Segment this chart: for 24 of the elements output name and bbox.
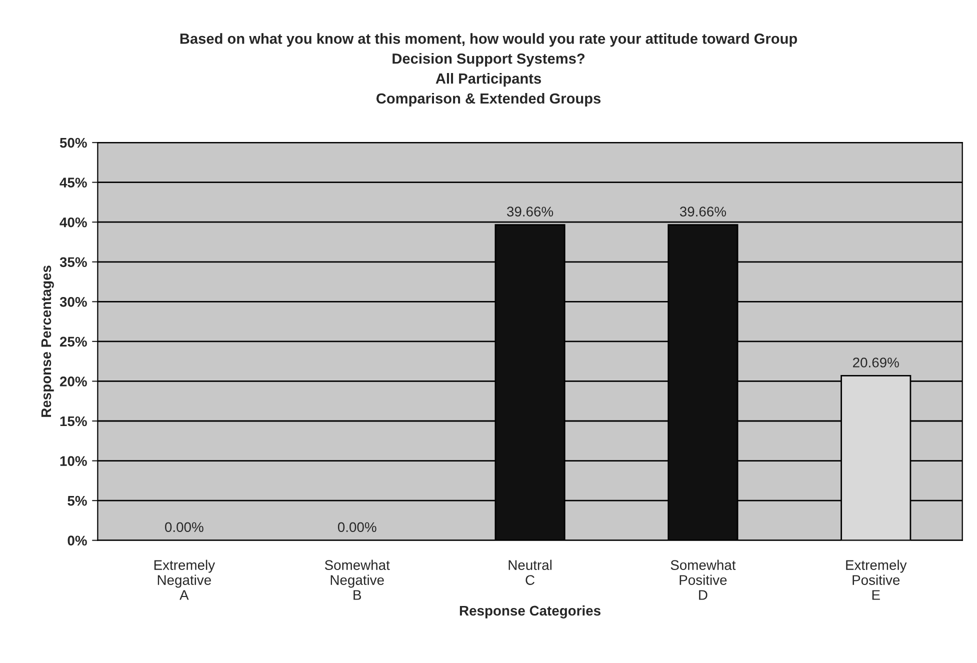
data-label: 0.00% (165, 522, 204, 532)
y-tick-label: 40% (60, 217, 87, 228)
y-tick-label: 15% (60, 416, 87, 426)
y-tick-label: 30% (60, 297, 87, 307)
data-label: 39.66% (507, 206, 554, 217)
x-tick-label: Neutral C (508, 560, 552, 585)
data-label: 20.69% (853, 358, 899, 368)
chart-title: Based on what you know at this moment, how would you rate your attitude toward Group Decision Support Systems? All Participants Comparison & Extended Groups (180, 33, 798, 107)
data-label: 39.66% (680, 206, 726, 217)
x-tick-label: Somewhat Positive D (670, 560, 736, 600)
x-tick-label: Extremely Negative A (154, 560, 216, 600)
y-axis-title: Response Percentages (41, 266, 54, 417)
y-tick-label: 20% (60, 376, 87, 386)
y-tick-label: 10% (60, 456, 87, 466)
y-tick-label: 45% (60, 178, 87, 188)
y-tick-label: 5% (68, 496, 87, 506)
x-axis-title: Response Categories (460, 605, 600, 618)
y-tick-label: 0% (68, 536, 87, 546)
y-tick-label: 25% (60, 336, 87, 347)
y-tick-label: 35% (60, 257, 87, 268)
x-tick-label: Extremely Positive E (846, 560, 907, 600)
data-label: 0.00% (338, 522, 376, 532)
y-tick-label: 50% (60, 138, 87, 148)
x-tick-label: Somewhat Negative B (324, 560, 390, 600)
